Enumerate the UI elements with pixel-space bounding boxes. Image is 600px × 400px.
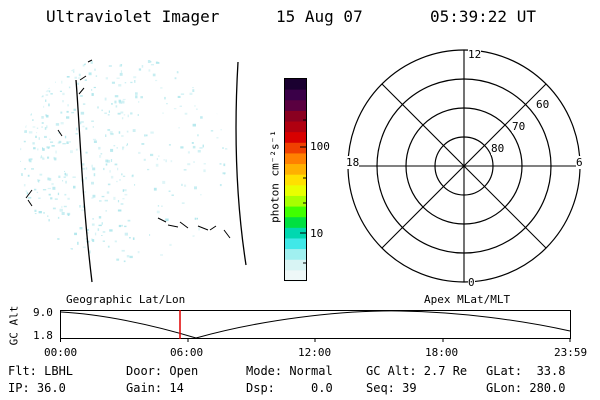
- polar-mlat-mlt-grid: [347, 49, 581, 283]
- mlt-label-0: 0: [468, 276, 475, 289]
- glat-info: GLat: 33.8: [486, 364, 566, 378]
- geographic-label: Geographic Lat/Lon: [66, 293, 186, 306]
- mlat-label-60: 60: [536, 98, 550, 111]
- coastline-fragments: [25, 59, 231, 239]
- dsp-info: Dsp: 0.0: [246, 381, 333, 395]
- colorbar-label: photon cm⁻²s⁻¹: [268, 130, 282, 223]
- tick-1800: 18:00: [425, 346, 459, 359]
- ip-info: IP: 36.0: [8, 381, 66, 395]
- colorbar-label-10: 10: [310, 227, 324, 240]
- tick-2359: 23:59: [554, 346, 588, 359]
- mode-info: Mode: Normal: [246, 364, 333, 378]
- terminator-right-line: [235, 61, 247, 266]
- colorbar-label-100: 100: [310, 140, 330, 153]
- gc-alt-info: GC Alt: 2.7 Re: [366, 364, 468, 378]
- seq-info: Seq: 39: [366, 381, 417, 395]
- timeline-frame: [60, 310, 571, 339]
- tick-0000: 00:00: [44, 346, 78, 359]
- polar-axis-diagonal-2: [381, 83, 547, 249]
- tick-0600: 06:00: [170, 346, 204, 359]
- mlat-label-80: 80: [491, 142, 505, 155]
- timeline-ymax: 9.0: [33, 306, 53, 319]
- altitude-timeline-plot: [60, 310, 571, 342]
- door-info: Door: Open: [126, 364, 199, 378]
- date-label: 15 Aug 07: [276, 7, 363, 26]
- filter-info: Flt: LBHL: [8, 364, 74, 378]
- glon-info: GLon: 280.0: [486, 381, 566, 395]
- instrument-title: Ultraviolet Imager: [46, 7, 220, 26]
- colorbar: [284, 78, 307, 282]
- terminator-left-line: [75, 79, 93, 283]
- mlt-label-18: 18: [346, 156, 360, 169]
- timeline-ymin: 1.8: [33, 329, 53, 342]
- mlt-label-6: 6: [576, 156, 583, 169]
- altitude-curve: [60, 310, 571, 339]
- mlat-label-70: 70: [512, 120, 526, 133]
- aurora-emission: [20, 56, 228, 264]
- tick-1200: 12:00: [298, 346, 332, 359]
- gain-info: Gain: 14: [126, 381, 184, 395]
- mlt-label-12: 12: [468, 48, 482, 61]
- time-label: 05:39:22 UT: [430, 7, 536, 26]
- uv-imager-panel: [20, 56, 247, 283]
- apex-label: Apex MLat/MLT: [424, 293, 511, 306]
